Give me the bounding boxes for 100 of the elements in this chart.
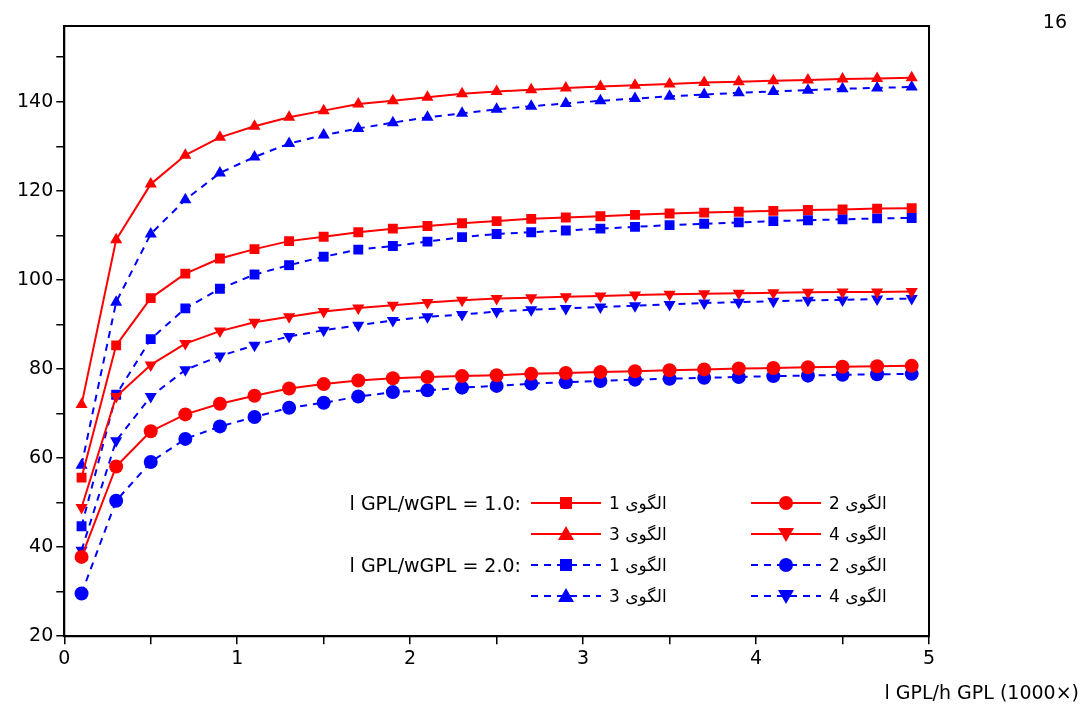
x-axis-title: l GPL/h GPL (1000×) [884, 681, 1079, 703]
point [351, 389, 366, 404]
point [698, 87, 711, 99]
point [767, 73, 780, 85]
point [282, 381, 297, 396]
point [422, 236, 433, 247]
point [905, 295, 918, 306]
point [385, 371, 400, 386]
point [491, 229, 502, 239]
point [525, 82, 538, 94]
legend-label: الگوی 2 [828, 493, 887, 514]
point [663, 89, 676, 100]
point [248, 341, 261, 353]
point [214, 253, 225, 264]
point [352, 321, 365, 333]
point [352, 96, 365, 108]
point [352, 121, 365, 132]
point [768, 205, 779, 216]
point [836, 288, 849, 299]
point [558, 365, 573, 380]
point [871, 288, 884, 299]
point [144, 227, 157, 238]
point [284, 260, 295, 271]
point [455, 86, 469, 98]
point [283, 136, 296, 148]
point [836, 72, 849, 83]
point [111, 340, 122, 351]
point [560, 225, 571, 236]
point [699, 207, 710, 218]
y-tick-label: 60 [29, 444, 54, 467]
point [179, 148, 192, 159]
point [835, 359, 850, 374]
point [455, 296, 469, 308]
legend-label: الگوی 3 [608, 586, 667, 607]
point [214, 283, 225, 294]
point [247, 410, 262, 425]
point [353, 244, 364, 255]
point [143, 424, 158, 439]
point [387, 223, 398, 234]
point [630, 221, 640, 232]
point [767, 297, 780, 309]
point [385, 385, 400, 400]
point [767, 84, 780, 95]
point [455, 369, 470, 384]
point [559, 293, 572, 304]
point [420, 383, 435, 398]
point [421, 110, 434, 121]
point [386, 316, 399, 328]
legend-label: الگوی 1 [608, 555, 667, 576]
point [76, 521, 87, 532]
point [698, 290, 711, 301]
point [802, 215, 813, 226]
point [732, 298, 745, 310]
point [248, 318, 261, 330]
point [110, 232, 123, 244]
point [76, 472, 87, 483]
point [455, 380, 470, 395]
legend-label: الگوی 2 [828, 555, 887, 576]
point [801, 296, 814, 308]
point [179, 366, 192, 377]
point [109, 459, 124, 474]
point [905, 80, 918, 91]
point [664, 220, 675, 231]
point [766, 361, 781, 376]
point [871, 71, 884, 83]
y-tick-label: 120 [17, 177, 54, 200]
y-tick-label: 20 [29, 623, 54, 646]
point [801, 83, 814, 94]
point [733, 206, 744, 217]
point [801, 288, 814, 300]
point [180, 268, 191, 279]
y-tick-label: 100 [17, 266, 54, 289]
point [145, 293, 156, 304]
point [212, 419, 227, 434]
point [457, 218, 467, 229]
point [594, 292, 607, 303]
point [110, 295, 123, 306]
point [213, 327, 226, 339]
x-tick-label: 0 [58, 645, 71, 668]
point [283, 332, 296, 344]
point [870, 359, 885, 374]
point [525, 99, 538, 110]
point [421, 90, 434, 101]
point [836, 81, 849, 93]
point [144, 393, 157, 404]
point [628, 78, 642, 89]
point [180, 303, 191, 314]
point [526, 227, 537, 238]
point [595, 223, 606, 234]
point [316, 395, 331, 410]
legend-label: الگوی 3 [608, 524, 667, 545]
point [145, 334, 156, 345]
point [421, 313, 434, 324]
point [178, 431, 193, 446]
point [283, 313, 296, 324]
point [422, 221, 433, 231]
point [110, 393, 123, 404]
text: 16 [1042, 10, 1067, 32]
point [560, 212, 571, 223]
point [353, 227, 364, 238]
